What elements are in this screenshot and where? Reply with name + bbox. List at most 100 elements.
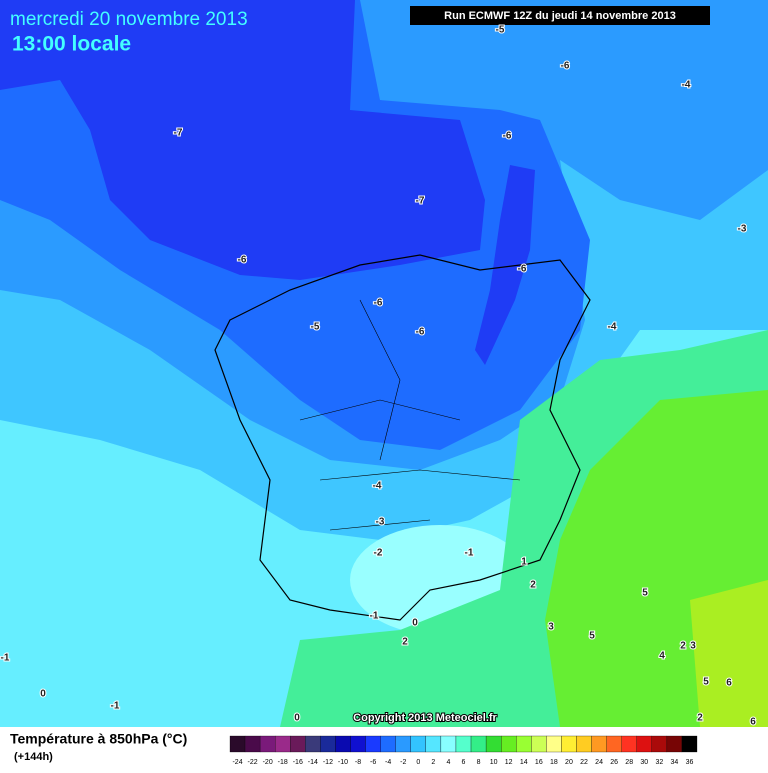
- contour-label: -6: [416, 327, 425, 338]
- copyright: Copyright 2013 Meteociel.fr: [353, 712, 497, 724]
- legend-tick-label: 34: [671, 759, 679, 766]
- legend-swatch: [410, 735, 426, 753]
- legend-tick-label: 30: [640, 759, 648, 766]
- contour-label: 4: [659, 651, 665, 662]
- legend-tick-label: -22: [248, 759, 258, 766]
- legend-tick-label: 22: [580, 759, 588, 766]
- legend-swatch: [606, 735, 622, 753]
- legend-swatch: [561, 735, 577, 753]
- contour-label: 6: [726, 678, 732, 689]
- legend-tick-label: -10: [338, 759, 348, 766]
- contour-label: 5: [589, 631, 595, 642]
- contour-label: 2: [530, 580, 536, 591]
- legend-tick-label: 12: [505, 759, 513, 766]
- legend-tick-label: 24: [595, 759, 603, 766]
- temperature-zone: [475, 165, 535, 365]
- legend-swatch: [636, 735, 652, 753]
- legend-swatch: [576, 735, 592, 753]
- legend-title: Température à 850hPa (°C): [10, 731, 187, 747]
- legend-lead: (+144h): [14, 751, 53, 763]
- legend-tick-label: 32: [655, 759, 663, 766]
- contour-label: -4: [608, 322, 617, 333]
- legend-swatch: [350, 735, 366, 753]
- legend-swatch: [335, 735, 351, 753]
- legend-swatch: [501, 735, 517, 753]
- legend-swatch: [440, 735, 457, 753]
- legend-tick-label: -20: [263, 759, 273, 766]
- contour-label: -6: [238, 255, 247, 266]
- contour-label: 3: [690, 641, 696, 652]
- legend-tick-label: 20: [565, 759, 573, 766]
- legend-swatch: [320, 735, 336, 753]
- legend-swatch: [531, 735, 547, 753]
- contour-label: -1: [111, 701, 120, 712]
- legend-swatch: [275, 735, 291, 753]
- legend-swatch: [546, 735, 562, 753]
- legend-tick-label: 0: [416, 759, 420, 766]
- legend-swatch: [380, 735, 396, 753]
- temperature-zone: [0, 0, 485, 280]
- legend-swatch: [666, 735, 683, 753]
- contour-label: -4: [682, 80, 691, 91]
- contour-label: -7: [174, 128, 183, 139]
- temperature-zone: [690, 580, 768, 727]
- legend-tick-label: 16: [535, 759, 543, 766]
- legend-swatch: [485, 735, 502, 753]
- contour-label: -5: [496, 25, 505, 36]
- contour-label: 2: [697, 713, 703, 724]
- contour-label: 0: [412, 618, 418, 629]
- legend-swatch: [455, 735, 472, 753]
- legend-swatch: [365, 735, 381, 753]
- legend-swatch: [229, 735, 246, 753]
- contour-label: -5: [311, 322, 320, 333]
- legend-tick-label: -8: [355, 759, 361, 766]
- contour-label: 5: [642, 588, 648, 599]
- legend-tick-label: 26: [610, 759, 618, 766]
- contour-label: 6: [750, 717, 756, 728]
- date-title: mercredi 20 novembre 2013: [10, 9, 248, 30]
- contour-label: -1: [465, 548, 474, 559]
- legend-swatch: [244, 735, 261, 753]
- legend-tick-label: 28: [625, 759, 633, 766]
- legend-swatch: [395, 735, 411, 753]
- run-box: [410, 6, 710, 25]
- legend-tick-label: -12: [323, 759, 333, 766]
- legend-swatch: [290, 735, 306, 753]
- contour-label: -4: [373, 481, 382, 492]
- time-title: 13:00 locale: [12, 33, 131, 56]
- legend-swatch: [305, 735, 321, 753]
- legend-tick-label: 18: [550, 759, 558, 766]
- contour-label: 1: [521, 557, 527, 568]
- contour-label: -3: [738, 224, 747, 235]
- legend-swatch: [621, 735, 637, 753]
- legend-tick-label: -18: [278, 759, 288, 766]
- contour-label: 2: [680, 641, 686, 652]
- legend-tick-label: 36: [686, 759, 694, 766]
- contour-label: 3: [548, 622, 554, 633]
- run-info: Run ECMWF 12Z du jeudi 14 novembre 2013: [444, 10, 676, 22]
- legend-tick-label: 8: [477, 759, 481, 766]
- contour-label: -6: [503, 131, 512, 142]
- legend-swatch: [681, 735, 698, 753]
- legend-swatch: [470, 735, 487, 753]
- legend-tick-label: -14: [308, 759, 318, 766]
- contour-label: -1: [1, 653, 10, 664]
- contour-label: -1: [370, 611, 379, 622]
- legend-tick-label: -4: [385, 759, 391, 766]
- contour-label: -7: [416, 196, 425, 207]
- legend-tick-label: -6: [370, 759, 376, 766]
- legend-tick-label: -16: [293, 759, 303, 766]
- contour-label: 2: [402, 637, 408, 648]
- legend-tick-label: -2: [400, 759, 406, 766]
- legend-swatch: [259, 735, 276, 753]
- legend-swatch: [651, 735, 668, 753]
- contour-label: 0: [294, 713, 300, 724]
- legend-swatch: [516, 735, 532, 753]
- contour-label: -2: [374, 548, 383, 559]
- contour-label: -3: [376, 517, 385, 528]
- region-borders: [299, 299, 521, 531]
- legend-tick-label: 14: [520, 759, 528, 766]
- contour-label: -6: [374, 298, 383, 309]
- contour-label: 5: [703, 677, 709, 688]
